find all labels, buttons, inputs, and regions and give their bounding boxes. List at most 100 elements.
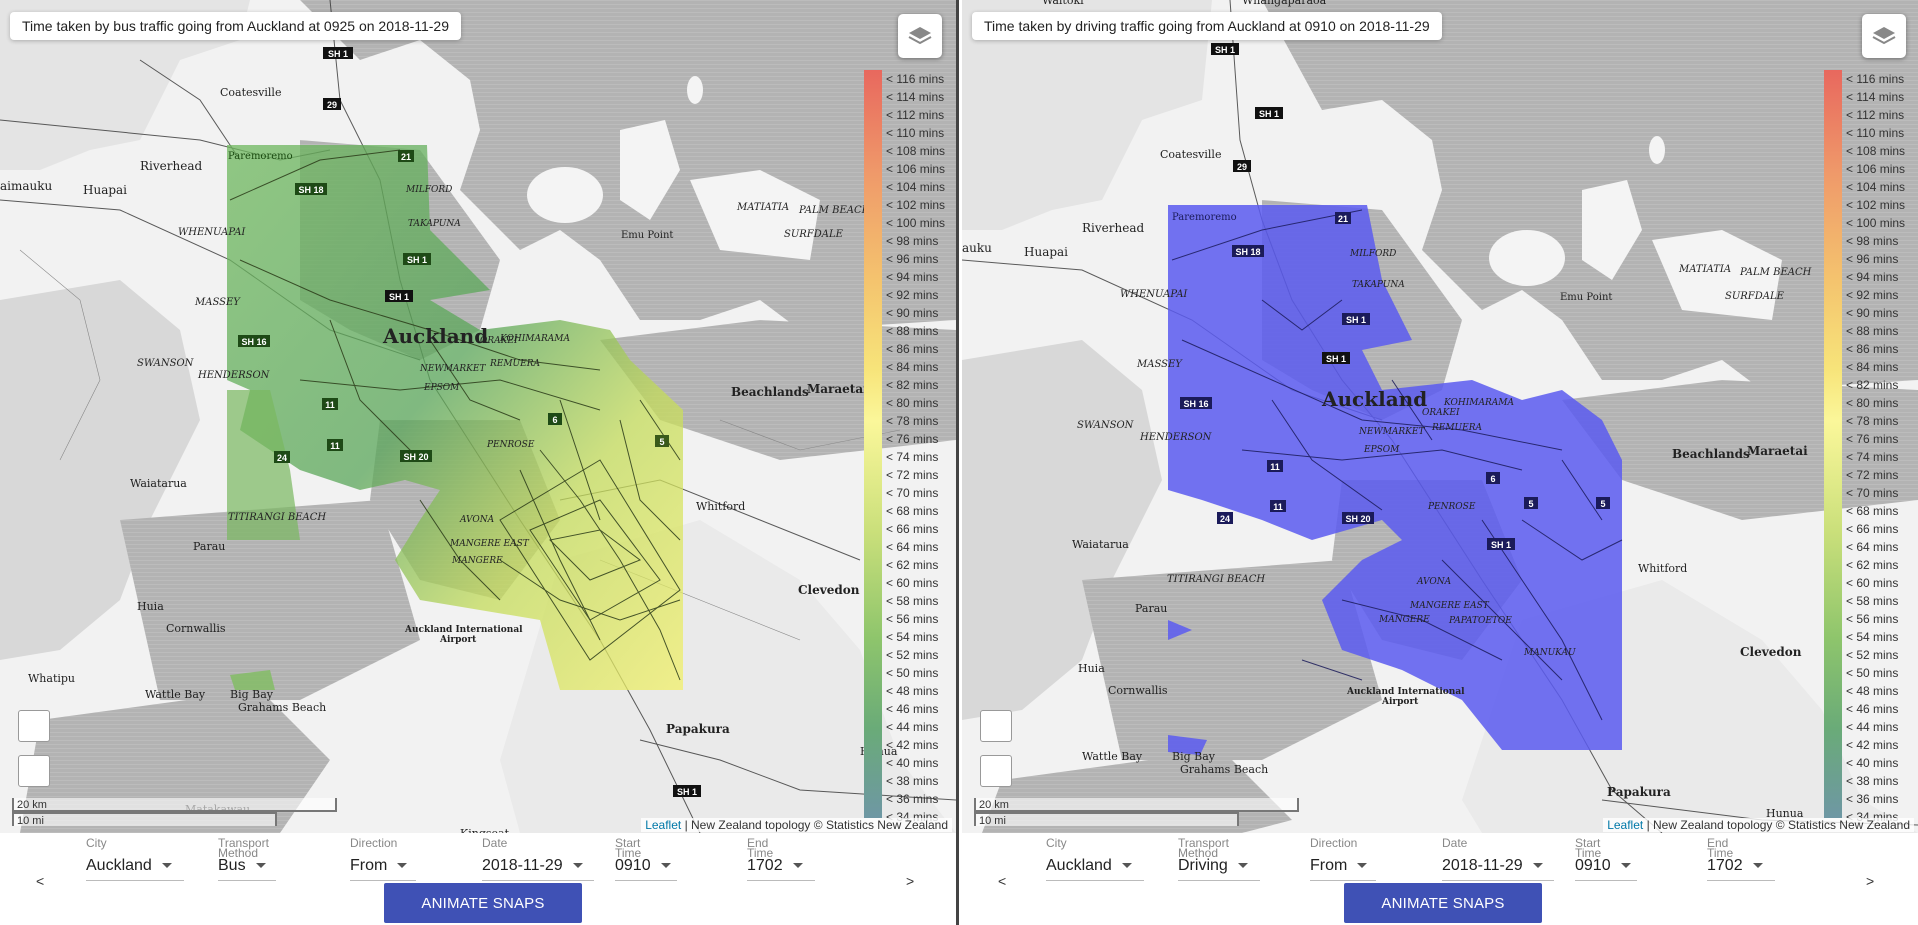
legend-label: < 76 mins — [886, 432, 939, 446]
bus-label-epsom: EPSOM — [423, 383, 460, 393]
legend-label: < 108 mins — [1846, 144, 1906, 158]
legend-label: < 70 mins — [886, 486, 939, 500]
bus-route-11b: 11 — [330, 441, 340, 451]
bus-label-waiatarua: Waiatarua — [130, 477, 187, 490]
date-value: 2018-11-29 — [482, 857, 583, 875]
bus-label-waimauku: aimauku — [0, 179, 53, 193]
driving-attribution: Leaflet | New Zealand topology © Statist… — [1603, 818, 1914, 832]
drive-label-manukau: MANUKAU — [1523, 648, 1576, 658]
leaflet-link[interactable]: Leaflet — [1607, 818, 1644, 832]
legend-label: < 52 mins — [1846, 648, 1899, 662]
bus-label-mangere: MANGERE — [451, 556, 503, 566]
drive-sh1-e: SH 1 — [1491, 540, 1511, 550]
method-value: Driving — [1178, 857, 1248, 875]
legend-label: < 54 mins — [886, 630, 939, 644]
bus-sh1-label-b: SH 1 — [407, 255, 427, 265]
driving-animate-snaps-button[interactable]: ANIMATE SNAPS — [1344, 883, 1542, 923]
driving-controls: < City Auckland Transport Method Driving… — [962, 833, 1918, 925]
bus-zoom-out-button[interactable] — [18, 755, 50, 787]
legend-label: < 82 mins — [886, 378, 939, 392]
bus-label-massey: MASSEY — [194, 297, 241, 308]
bus-label-auckland: Auckland — [382, 324, 488, 348]
drive-label-massey: MASSEY — [1136, 359, 1183, 370]
drive-label-hunua: Hunua — [1766, 807, 1804, 820]
bus-label-beachlands: Beachlands — [731, 385, 809, 399]
method-label: Transport — [218, 836, 269, 850]
bus-next-button[interactable]: > — [906, 873, 915, 889]
select-underline — [218, 880, 276, 881]
drive-label-milford: MILFORD — [1349, 249, 1396, 259]
legend-label: < 114 mins — [886, 90, 945, 104]
chevron-down-icon — [397, 863, 408, 869]
bus-label-swanson: SWANSON — [137, 358, 195, 369]
driving-prev-button[interactable]: < — [998, 873, 1007, 889]
drive-label-epsom: EPSOM — [1363, 445, 1400, 455]
bus-label-titirangi: TITIRANGI BEACH — [228, 512, 326, 523]
legend-label: < 48 mins — [1846, 684, 1899, 698]
drive-label-airport2: Airport — [1381, 697, 1419, 707]
legend-label: < 68 mins — [886, 504, 939, 518]
select-underline — [615, 880, 677, 881]
legend-label: < 72 mins — [1846, 468, 1899, 482]
layers-icon — [908, 27, 932, 45]
driving-layers-button[interactable] — [1862, 14, 1906, 58]
bus-label-kohimarama: KOHIMARAMA — [499, 334, 570, 344]
drive-label-huapai: Huapai — [1024, 245, 1068, 259]
bus-sh1-label-d: SH 1 — [677, 787, 697, 797]
drive-label-emu: Emu Point — [1560, 292, 1612, 303]
bus-scale-bar: 20 km 10 mi — [12, 798, 337, 827]
attribution-text: | New Zealand topology © Statistics New … — [681, 818, 948, 832]
bus-layers-button[interactable] — [898, 14, 942, 58]
method-label-2: Method — [218, 846, 259, 860]
legend-label: < 44 mins — [1846, 720, 1899, 734]
select-underline — [1178, 880, 1260, 881]
bus-zoom-in-button[interactable] — [18, 710, 50, 742]
chevron-down-icon — [792, 863, 803, 869]
leaflet-link[interactable]: Leaflet — [645, 818, 682, 832]
driving-next-button[interactable]: > — [1866, 873, 1875, 889]
bus-legend-labels: < 116 mins < 114 mins < 112 mins < 110 m… — [886, 70, 945, 826]
legend-label: < 78 mins — [886, 414, 939, 428]
drive-route-29: 29 — [1237, 162, 1247, 172]
legend-label: < 82 mins — [1846, 378, 1899, 392]
drive-label-whitford: Whitford — [1638, 562, 1687, 575]
date-label: Date — [1442, 836, 1468, 850]
legend-label: < 116 mins — [886, 72, 945, 86]
start-label-2: Time — [1575, 846, 1602, 860]
legend-label: < 90 mins — [886, 306, 939, 320]
select-underline — [350, 880, 416, 881]
driving-map[interactable]: SH 1 SH 1 29 21 SH 18 SH 1 SH 1 SH 16 — [962, 0, 1918, 833]
bus-label-whatipu: Whatipu — [28, 672, 75, 685]
drive-label-avona: AVONA — [1416, 577, 1452, 587]
driving-zoom-in-button[interactable] — [980, 710, 1012, 742]
legend-label: < 92 mins — [1846, 288, 1899, 302]
legend-label: < 92 mins — [886, 288, 939, 302]
legend-label: < 58 mins — [1846, 594, 1899, 608]
bus-route-11a: 11 — [325, 400, 335, 410]
drive-label-parau: Parau — [1135, 602, 1167, 615]
bus-label-coatesville: Coatesville — [220, 86, 281, 99]
legend-label: < 52 mins — [886, 648, 939, 662]
legend-label: < 68 mins — [1846, 504, 1899, 518]
drive-label-penrose: PENROSE — [1427, 502, 1476, 512]
bus-label-matiatia: MATIATIA — [736, 202, 789, 213]
bus-map[interactable]: SH 1 29 21 SH 18 SH 1 SH 1 SH 16 11 — [0, 0, 956, 833]
bus-prev-button[interactable]: < — [36, 873, 45, 889]
end-value: 1702 — [1707, 857, 1763, 875]
drive-sh20: SH 20 — [1345, 514, 1370, 524]
legend-label: < 80 mins — [1846, 396, 1899, 410]
bus-route-29: 29 — [327, 100, 337, 110]
legend-label: < 42 mins — [1846, 738, 1899, 752]
method-label: Transport — [1178, 836, 1229, 850]
drive-label-swanson: SWANSON — [1077, 420, 1135, 431]
bus-animate-snaps-button[interactable]: ANIMATE SNAPS — [384, 883, 582, 923]
bus-label-surfdale: SURFDALE — [784, 229, 844, 240]
legend-label: < 106 mins — [1846, 162, 1906, 176]
drive-label-waiatarua: Waiatarua — [1072, 538, 1129, 551]
legend-label: < 38 mins — [886, 774, 939, 788]
legend-label: < 112 mins — [886, 108, 945, 122]
driving-zoom-out-button[interactable] — [980, 755, 1012, 787]
bus-label-henderson: HENDERSON — [197, 370, 271, 381]
bus-attribution: Leaflet | New Zealand topology © Statist… — [641, 818, 952, 832]
legend-label: < 88 mins — [886, 324, 939, 338]
